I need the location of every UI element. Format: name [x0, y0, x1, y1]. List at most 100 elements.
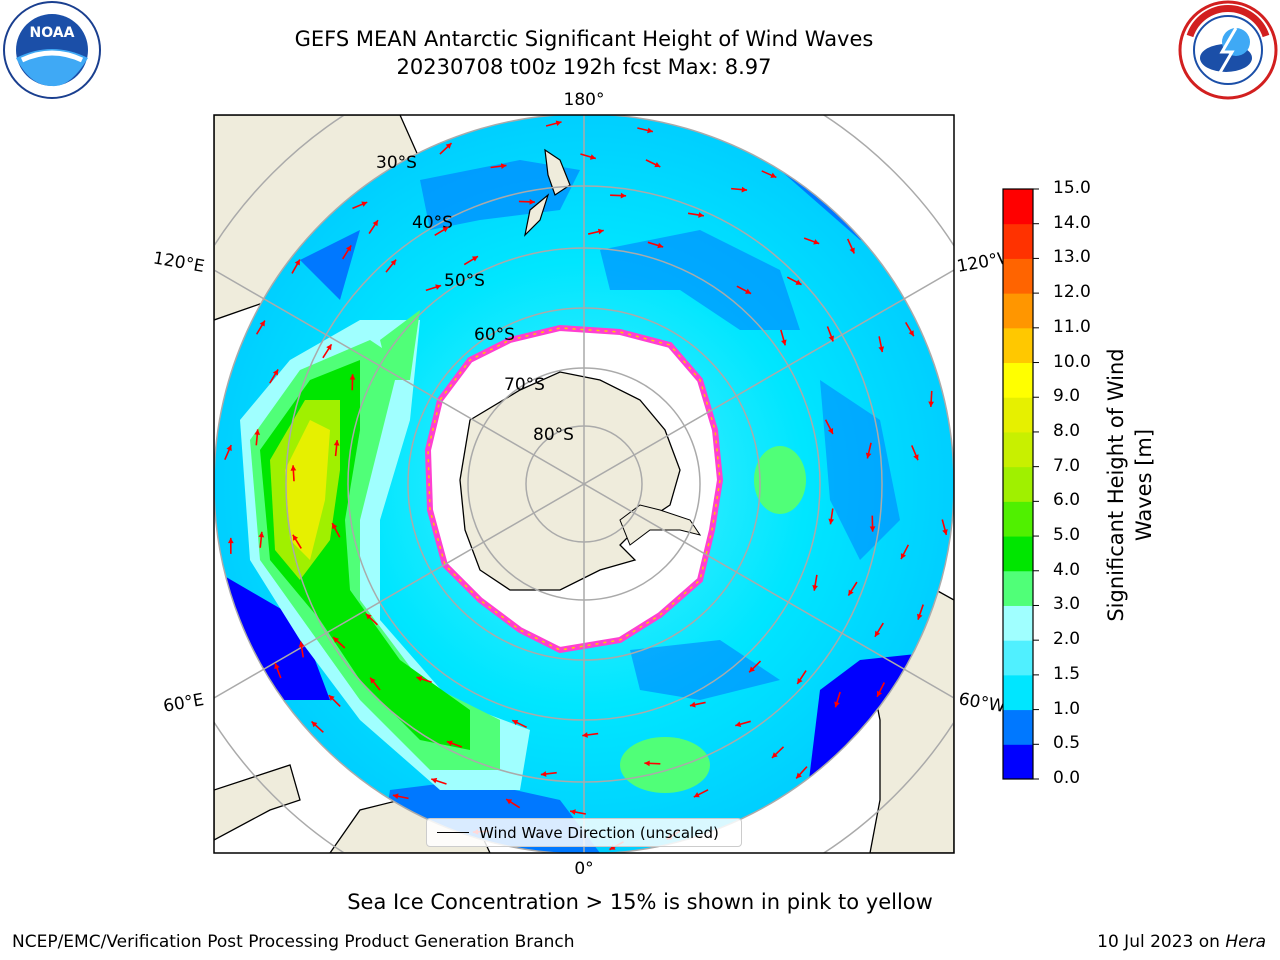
- wind-arrow-head: [770, 172, 777, 178]
- wind-arrow-head: [361, 201, 368, 207]
- wind-arrow-head: [745, 288, 752, 294]
- colorbar-swatch: [1003, 189, 1033, 225]
- lat-label-40: 40°S: [412, 213, 453, 233]
- wind-arrow-head: [512, 720, 519, 726]
- colorbar-tick-label: 13.0: [1053, 247, 1091, 268]
- lat-label-30: 30°S: [376, 153, 417, 173]
- wind-arrow-head: [333, 637, 339, 643]
- wind-arrow-head: [446, 740, 453, 746]
- noaa-logo-text: NOAA: [30, 25, 75, 41]
- colorbar-tick-label: 11.0: [1053, 316, 1091, 337]
- wind-arrow-head: [365, 613, 372, 620]
- map-frame: [213, 114, 955, 854]
- lon-label-180: 180°: [564, 90, 605, 110]
- wind-arrow-head: [290, 465, 297, 471]
- nws-logo: [1178, 0, 1278, 100]
- wind-arrow-head: [392, 793, 399, 800]
- wind-arrow-head: [326, 344, 332, 351]
- colorbar-swatch: [1003, 397, 1033, 433]
- wind-arrow-head: [741, 186, 748, 193]
- lat-label-80: 80°S: [533, 425, 574, 445]
- colorbar-swatch: [1003, 674, 1033, 711]
- colorbar-swatch: [1003, 570, 1033, 606]
- colorbar-swatch: [1003, 466, 1033, 502]
- wind-arrow-head: [654, 161, 661, 168]
- wind-wave-arrows: [224, 120, 948, 851]
- wind-arrow-head: [796, 772, 802, 779]
- wind-arrow-head: [589, 154, 596, 160]
- wind-arrow-head: [435, 284, 442, 290]
- colorbar-tick-label: 2.0: [1053, 629, 1081, 650]
- footer-date-text: 10 Jul 2023 on: [1097, 932, 1226, 952]
- wind-arrow-head: [227, 537, 234, 544]
- wind-arrow-head: [226, 445, 232, 452]
- colorbar-tick-label: 15.0: [1053, 178, 1091, 198]
- colorbar-border: [1002, 188, 1034, 780]
- colorbar-tick-label: 10.0: [1053, 351, 1091, 372]
- wind-arrow-head: [693, 792, 700, 798]
- colorbar-title: Significant Height of Wind Waves [m]: [1102, 315, 1158, 655]
- colorbar-swatch: [1003, 293, 1033, 329]
- lon-label-60e: 60°E: [162, 690, 206, 717]
- colorbar-swatch: [1003, 709, 1033, 745]
- wind-arrow-head: [913, 454, 919, 461]
- graticule: [214, 115, 954, 853]
- colorbar: [1002, 188, 1039, 780]
- lat-label-50: 50°S: [444, 271, 485, 291]
- colorbar-swatch: [1003, 431, 1033, 468]
- lat-label-70: 70°S: [504, 375, 545, 395]
- wind-arrow-head: [812, 585, 818, 591]
- wind-arrow-head: [749, 666, 755, 673]
- wind-arrow-head: [442, 227, 449, 233]
- wind-arrow-head: [828, 518, 835, 525]
- colorbar-tick-label: 0.5: [1053, 733, 1081, 754]
- wind-arrow-head: [869, 526, 876, 532]
- wind-arrow-head: [540, 771, 547, 777]
- footer-host: Hera: [1225, 932, 1266, 952]
- wind-arrow-head: [259, 320, 265, 327]
- wind-arrow-head: [942, 529, 948, 535]
- page-title: GEFS MEAN Antarctic Significant Height o…: [294, 27, 874, 51]
- wind-arrow-head: [254, 429, 261, 435]
- colorbar-swatch: [1003, 362, 1033, 398]
- colorbar-tick-label: 1.5: [1053, 663, 1081, 684]
- wind-arrow-head: [647, 127, 653, 134]
- colorbar-swatch: [1003, 223, 1033, 259]
- wind-arrow-head: [827, 427, 834, 434]
- colorbar-tick-label: 9.0: [1053, 386, 1081, 407]
- wind-arrow-head: [849, 247, 855, 254]
- wind-arrow-head: [416, 676, 423, 682]
- wind-arrow-head: [372, 220, 378, 227]
- colorbar-swatch: [1003, 640, 1033, 676]
- wind-arrow-head: [294, 259, 300, 266]
- caption: Sea Ice Concentration > 15% is shown in …: [347, 890, 933, 914]
- map-legend: Wind Wave Direction (unscaled): [426, 818, 742, 847]
- wind-arrow-head: [431, 777, 438, 784]
- colorbar-title-line2: Waves [m]: [1132, 428, 1156, 542]
- lat-label-60: 60°S: [474, 325, 515, 345]
- colorbar-tick-label: 1.0: [1053, 698, 1081, 719]
- wind-arrow-head: [689, 701, 696, 708]
- colorbar-swatch: [1003, 327, 1033, 364]
- wind-arrow-head: [445, 143, 452, 149]
- wind-arrow-head: [834, 701, 840, 708]
- wind-arrow-head: [345, 245, 352, 252]
- colorbar-tick-label: 3.0: [1053, 594, 1081, 615]
- colorbar-swatch: [1003, 258, 1033, 294]
- wind-arrow-head: [874, 630, 881, 637]
- wind-arrow-head: [916, 613, 923, 620]
- wind-arrow-head: [795, 279, 802, 285]
- colorbar-swatch: [1003, 501, 1033, 537]
- colorbar-tick-label: 5.0: [1053, 525, 1081, 546]
- wind-arrow-head: [274, 663, 280, 670]
- wind-arrow-head: [500, 163, 507, 169]
- wind-arrow-head: [328, 695, 335, 701]
- wind-arrow-head: [865, 452, 872, 459]
- wind-arrow-head: [900, 553, 907, 560]
- wind-arrow-head: [292, 534, 299, 541]
- wind-arrow-head: [908, 330, 914, 337]
- colorbar-tick-label: 0.0: [1053, 768, 1081, 788]
- wind-arrow-head: [332, 523, 338, 530]
- colorbar-swatch: [1003, 605, 1033, 641]
